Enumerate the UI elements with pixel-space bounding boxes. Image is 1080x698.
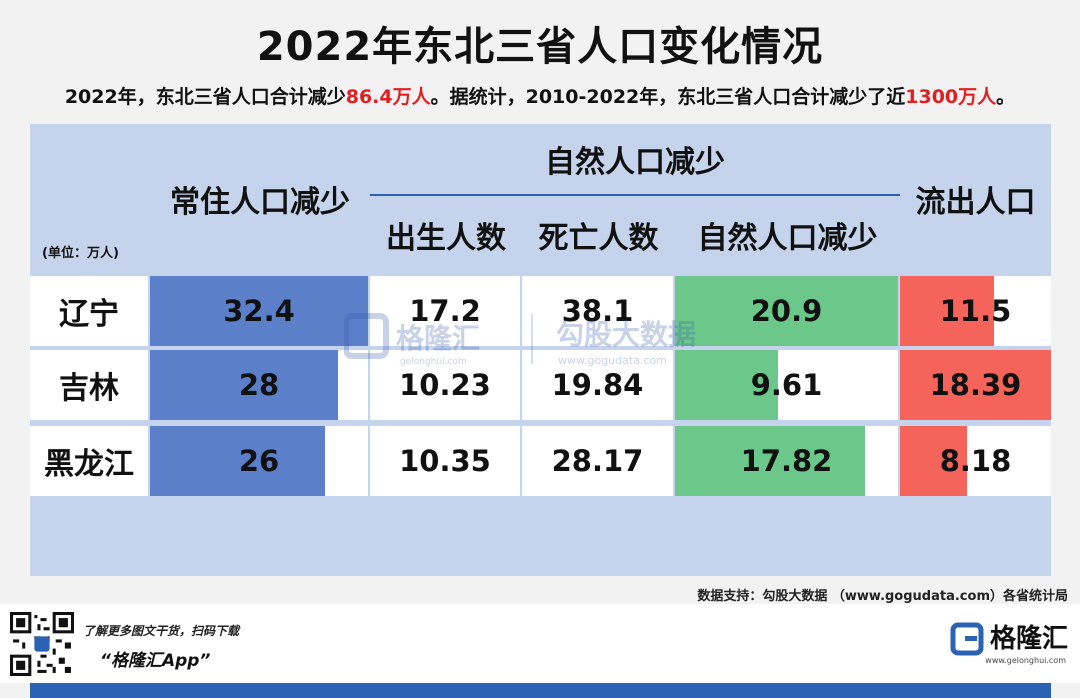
row-label: 黑龙江 [30, 426, 148, 496]
subtitle-highlight-1: 86.4万人 [345, 86, 431, 108]
page-title: 2022年东北三省人口变化情况 [256, 24, 824, 70]
value-resident: 26 [238, 444, 280, 478]
value-natural: 9.61 [750, 368, 823, 402]
value-natural: 17.82 [740, 444, 833, 478]
bar-outflow [900, 350, 1051, 420]
value-outflow: 8.18 [939, 444, 1012, 478]
unit-label: (单位：万人) [42, 246, 119, 261]
bar-outflow [900, 426, 967, 496]
subtitle-part2: 。据统计，2010-2022年，东北三省人口合计减少了近 [430, 86, 906, 108]
value-births: 10.35 [370, 426, 520, 496]
bar-resident [150, 426, 325, 496]
subtitle-highlight-2: 1300万人 [905, 86, 997, 108]
bar-natural [675, 350, 778, 420]
subtitle-part3: 。 [996, 86, 1016, 108]
bar-outflow [900, 276, 994, 346]
bar-cell-natural: 20.9 [675, 276, 898, 346]
subtitle-part1: 2022年，东北三省人口合计减少 [64, 86, 346, 108]
value-outflow: 18.39 [929, 368, 1022, 402]
bar-cell-natural: 17.82 [675, 426, 898, 496]
bar-resident [150, 276, 368, 346]
value-outflow: 11.5 [939, 294, 1012, 328]
bar-cell-outflow: 11.5 [900, 276, 1051, 346]
population-table: 常住人口减少 自然人口减少 出生人数 死亡人数 自然人口减少 流出人口 (单位：… [30, 124, 1051, 698]
bar-cell-resident: 28 [150, 350, 368, 420]
qr-code-icon[interactable] [10, 612, 74, 676]
bar-cell-natural: 9.61 [675, 350, 898, 420]
bar-natural [675, 426, 865, 496]
bar-natural [675, 276, 898, 346]
bar-cell-resident: 26 [150, 426, 368, 496]
bar-cell-outflow: 8.18 [900, 426, 1051, 496]
row-label: 辽宁 [30, 276, 148, 346]
header-outflow: 流出人口 [915, 185, 1036, 220]
value-deaths: 19.84 [522, 350, 673, 420]
footer: 了解更多图文干货，扫码下载 “格隆汇App” 格隆汇 www.gelonghui… [0, 604, 1080, 683]
brand-logo[interactable]: 格隆汇 [950, 622, 1068, 656]
brand-logo-url: www.gelonghui.com [985, 656, 1066, 665]
bar-cell-resident: 32.4 [150, 276, 368, 346]
value-births: 10.23 [370, 350, 520, 420]
value-resident: 32.4 [223, 294, 295, 328]
header-divider [370, 194, 900, 196]
source-note: 数据支持：勾股大数据 （www.gogudata.com）各省统计局 [697, 589, 1068, 604]
app-name: “格隆汇App” [100, 651, 211, 671]
brand-logo-text: 格隆汇 [989, 624, 1068, 654]
value-deaths: 38.1 [522, 276, 673, 346]
header-births: 出生人数 [386, 221, 506, 256]
brand-logo-icon [950, 622, 984, 656]
bar-cell-outflow: 18.39 [900, 350, 1051, 420]
subtitle: 2022年，东北三省人口合计减少86.4万人。据统计，2010-2022年，东北… [0, 82, 1080, 109]
promo-text: 了解更多图文干货，扫码下载 [83, 624, 240, 638]
value-resident: 28 [238, 368, 280, 402]
bar-resident [150, 350, 338, 420]
header-natural: 自然人口减少 [697, 221, 878, 256]
header-resident: 常住人口减少 [170, 185, 350, 220]
value-deaths: 28.17 [522, 426, 673, 496]
row-label: 吉林 [30, 350, 148, 420]
value-births: 17.2 [370, 276, 520, 346]
value-natural: 20.9 [750, 294, 823, 328]
header-deaths: 死亡人数 [538, 221, 659, 256]
header-natural-group: 自然人口减少 [545, 145, 725, 180]
